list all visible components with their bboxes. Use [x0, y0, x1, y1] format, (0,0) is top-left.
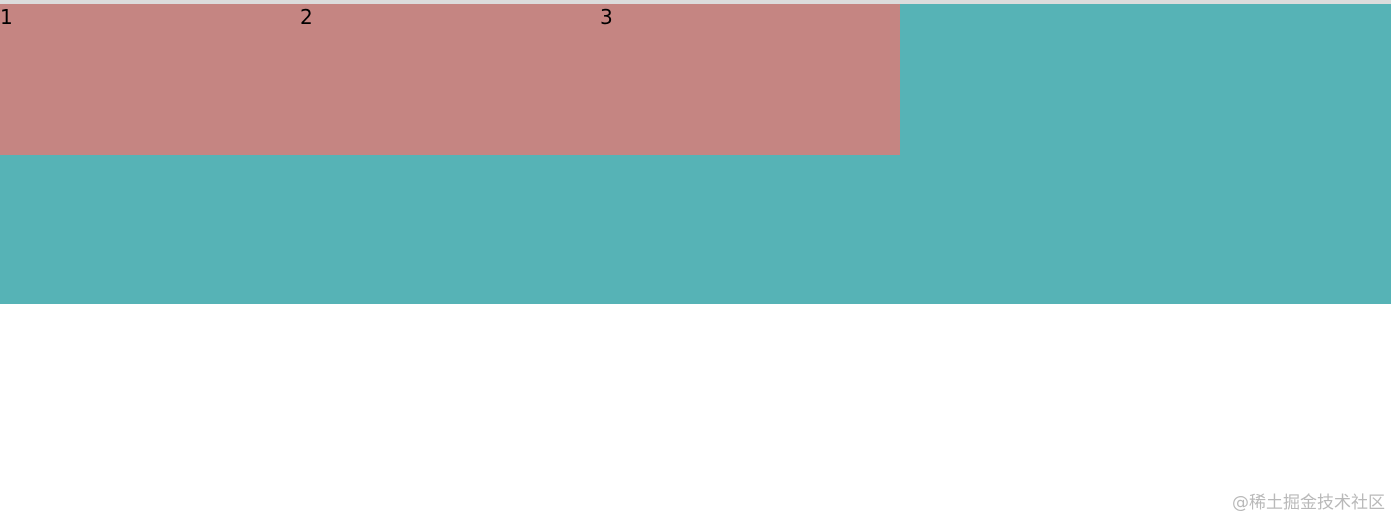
- watermark: @稀土掘金技术社区: [1232, 493, 1385, 513]
- item-1: 1: [0, 5, 13, 29]
- item-3: 3: [600, 5, 613, 29]
- outer-container: 1 2 3: [0, 4, 1391, 304]
- top-border: [0, 0, 1391, 4]
- inner-container: 1 2 3: [0, 4, 900, 155]
- item-2: 2: [300, 5, 313, 29]
